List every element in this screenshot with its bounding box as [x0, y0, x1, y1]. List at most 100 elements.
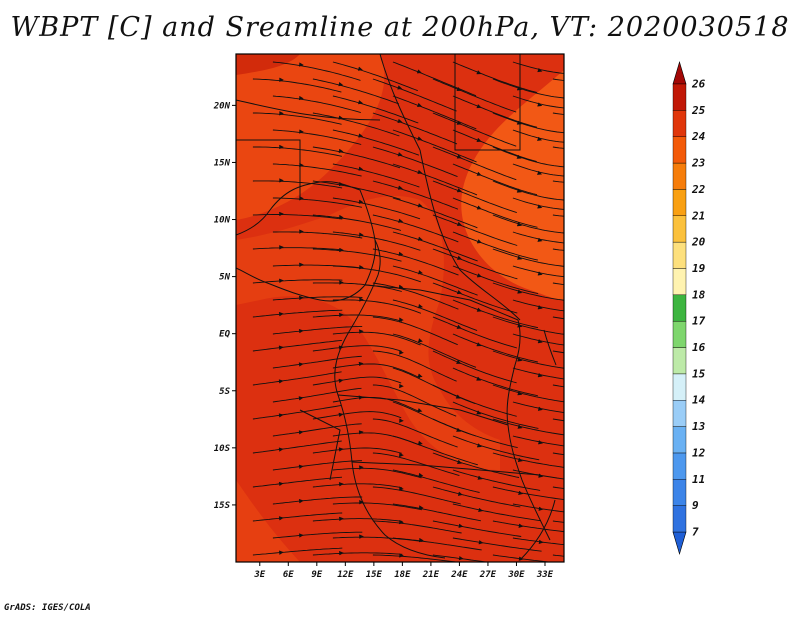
colorbar-label: 18 [692, 288, 706, 301]
streamline-arrow [457, 222, 463, 226]
streamline-arrow [476, 104, 482, 109]
streamline-arrow [456, 154, 462, 159]
streamline [492, 452, 564, 468]
streamline-arrow [537, 170, 543, 175]
streamline [392, 503, 481, 522]
streamline-arrow [399, 486, 404, 491]
lon-tick-label: 24E [450, 570, 468, 580]
streamline [552, 384, 564, 388]
streamline [452, 537, 542, 552]
streamline-arrow [278, 345, 284, 350]
streamline-arrow [298, 362, 304, 367]
streamline-arrow [476, 443, 482, 448]
lon-tick-label: 27E [479, 570, 497, 580]
streamline [252, 371, 342, 386]
streamline-arrow [418, 338, 423, 343]
streamline-arrow [516, 188, 522, 193]
streamline [252, 78, 342, 93]
streamline-arrow [399, 350, 404, 355]
streamline-arrow [579, 354, 583, 357]
streamline [252, 309, 343, 318]
streamline [432, 214, 518, 246]
streamline-arrow [358, 199, 364, 204]
streamline [392, 95, 477, 130]
lat-tick-label: 20N [213, 101, 231, 111]
streamline [492, 248, 564, 267]
streamline-arrow [279, 211, 284, 217]
colorbar-label: 24 [691, 130, 706, 143]
wbpt-cool-region [236, 54, 300, 75]
streamline-arrow [417, 136, 423, 141]
streamline [332, 61, 418, 92]
streamline-arrow [478, 507, 484, 512]
streamline-arrow [418, 538, 424, 543]
streamline [332, 467, 422, 479]
streamline [492, 282, 564, 301]
streamline-arrow [476, 273, 482, 278]
streamline [392, 537, 482, 551]
streamline [512, 129, 564, 143]
lat-tick-label: 10N [214, 216, 231, 226]
streamline-arrow [579, 149, 583, 152]
streamline-arrow [537, 136, 543, 141]
streamline-arrow [579, 81, 583, 84]
colorbar-label: 13 [692, 420, 706, 433]
streamline [272, 496, 363, 505]
streamline-arrow [298, 396, 304, 401]
streamline-arrow [457, 290, 462, 295]
streamline [272, 387, 362, 403]
streamline-arrow [579, 422, 583, 426]
streamline-arrow [298, 96, 304, 101]
grads-credit: GrADS: IGES/COLA [4, 603, 91, 613]
lon-tick-label: 21E [422, 570, 440, 580]
streamline-arrow [456, 87, 462, 91]
streamline [252, 112, 342, 125]
streamline [332, 265, 421, 283]
longitude-axis: 3E 6E 9E 12E 15E 18E 21E 24E 27E 30E 33E [253, 562, 554, 580]
colorbar-swatch [672, 320, 687, 348]
streamline-arrow [338, 378, 344, 383]
streamline [432, 384, 517, 417]
colorbar-label: 15 [692, 367, 706, 380]
colorbar-swatch [672, 479, 687, 506]
streamline-arrow [599, 301, 603, 304]
streamline [332, 299, 422, 314]
streamline [452, 401, 539, 429]
colorbar-label: 7 [692, 526, 699, 539]
streamline [372, 486, 461, 505]
streamline [432, 418, 518, 449]
streamline-arrow [599, 505, 603, 508]
streamline [452, 61, 538, 93]
streamline-arrow [458, 523, 464, 528]
streamline [552, 486, 564, 490]
streamline-arrow [359, 297, 364, 302]
streamline-arrow [517, 391, 523, 396]
colorbar-swatch [672, 505, 687, 533]
lat-tick-label: 15S [214, 501, 231, 511]
colorbar-label: 14 [692, 394, 706, 407]
lon-tick-label: 30E [507, 570, 525, 580]
coastlines-borders [236, 54, 557, 561]
streamline-arrow [417, 170, 423, 174]
streamline [492, 78, 564, 99]
streamline [392, 469, 480, 493]
streamline-arrow [455, 394, 461, 399]
streamline [492, 520, 564, 533]
streamline-arrow [517, 424, 523, 429]
lon-tick-label: 6E [283, 570, 294, 580]
streamline-arrow [398, 452, 404, 458]
streamline [372, 282, 459, 310]
coastline-border [236, 139, 301, 200]
streamline [312, 483, 403, 489]
colorbar-label: 17 [692, 315, 706, 328]
streamline-arrow [278, 447, 284, 452]
streamline [372, 146, 458, 178]
streamline [492, 486, 564, 501]
streamline [452, 163, 538, 196]
streamline-arrow [537, 102, 543, 107]
streamline [452, 197, 538, 228]
streamline-arrow [518, 490, 524, 495]
streamline-arrow [599, 438, 603, 441]
streamline [552, 282, 564, 286]
streamline-arrow [579, 388, 583, 392]
